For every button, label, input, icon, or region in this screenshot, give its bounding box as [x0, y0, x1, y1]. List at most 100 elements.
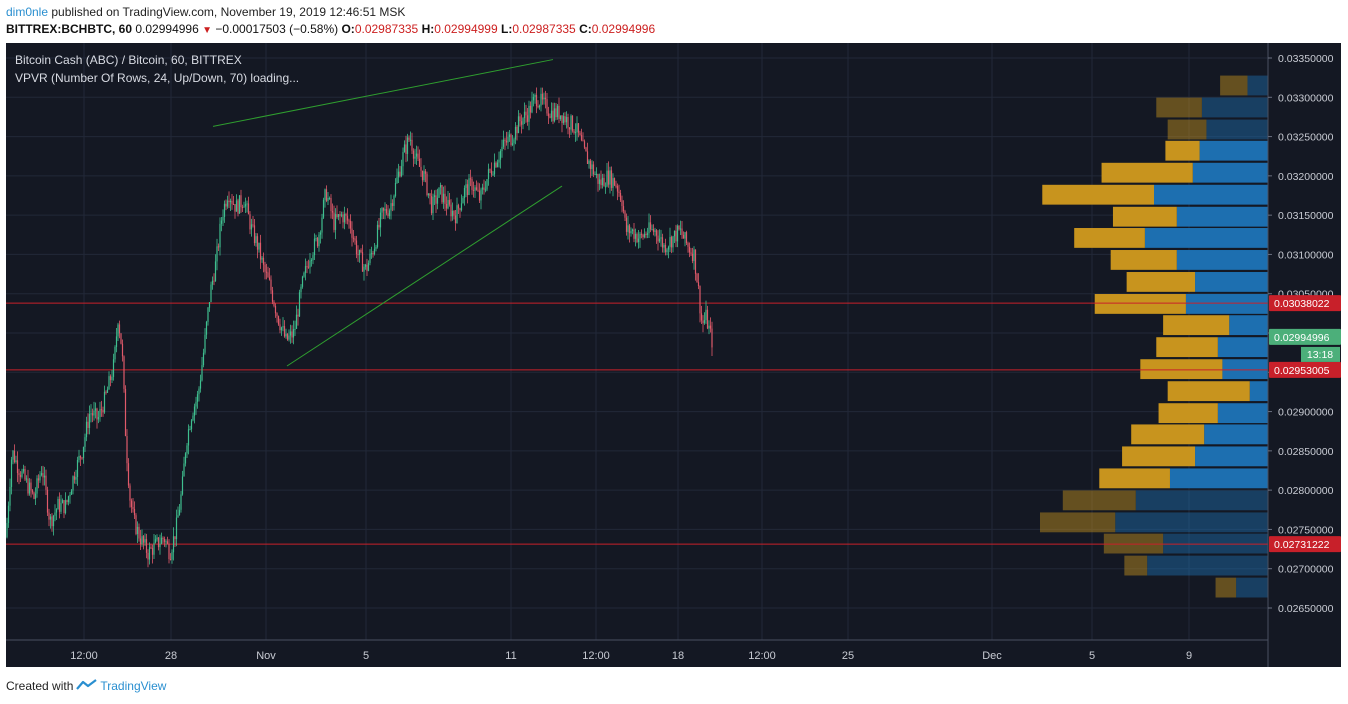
candle-body: [489, 169, 491, 171]
candle-body: [207, 307, 209, 322]
candle-body: [124, 388, 127, 436]
candle-body: [477, 189, 479, 191]
candle-body: [384, 209, 386, 211]
volume-profile-row: [1110, 250, 1268, 270]
candle-body: [484, 189, 487, 191]
candle-body: [606, 170, 608, 187]
candle-body: [531, 100, 533, 113]
candle-body: [261, 257, 263, 260]
trendline[interactable]: [212, 59, 554, 127]
candle-body: [637, 238, 640, 243]
candle-body: [556, 105, 559, 118]
candle-body: [447, 200, 449, 209]
candle-body: [630, 231, 632, 234]
candle-body: [366, 264, 368, 271]
candle-body: [52, 515, 55, 527]
candle-body: [676, 226, 679, 242]
candle-body: [708, 325, 710, 329]
candle-body: [115, 336, 118, 347]
trendline[interactable]: [286, 185, 563, 367]
vp-down-bar: [1195, 446, 1268, 467]
candle-body: [351, 228, 353, 238]
candle-body: [432, 197, 434, 214]
tradingview-logo-icon: [76, 679, 98, 694]
candle-body: [307, 266, 310, 268]
candle-body: [532, 96, 535, 101]
price-change: −0.00017503 (−0.58%): [215, 22, 339, 36]
candle-body: [43, 475, 46, 478]
candle-body: [129, 485, 131, 501]
volume-profile-row: [1167, 119, 1268, 140]
candle-body: [345, 213, 347, 216]
candle-body: [577, 123, 580, 133]
candle-body: [483, 187, 485, 190]
candle-body: [337, 214, 340, 217]
candle-body: [78, 455, 80, 460]
vp-down-bar: [1247, 75, 1268, 96]
candle-body: [223, 203, 226, 217]
candle-body: [415, 153, 418, 157]
candle-body: [663, 244, 665, 248]
candle-body: [420, 166, 422, 171]
time-tick-label: 11: [505, 650, 516, 662]
candle-body: [205, 321, 208, 335]
candle-body: [361, 252, 364, 272]
candle-body: [412, 150, 415, 159]
candle-body: [28, 482, 31, 494]
candle-body: [24, 468, 26, 480]
candle-body: [451, 210, 454, 217]
candle-body: [594, 174, 596, 176]
candle-body: [589, 160, 592, 170]
candle-body: [363, 266, 365, 272]
candle-body: [208, 302, 211, 308]
time-tick-label: 12:00: [748, 650, 776, 662]
candle-body: [327, 198, 329, 201]
candle-body: [675, 230, 677, 242]
candle-body: [333, 212, 335, 230]
candle-body: [322, 199, 325, 218]
candle-body: [286, 333, 289, 340]
candle-body: [229, 200, 232, 203]
candle-body: [180, 494, 182, 510]
candle-body: [660, 237, 662, 239]
time-tick-label: Nov: [256, 650, 276, 662]
candle-body: [672, 236, 674, 248]
candle-body: [403, 144, 406, 153]
candle-body: [514, 126, 517, 140]
candle-body: [457, 205, 460, 209]
candle-body: [91, 413, 94, 416]
candle-body: [610, 170, 613, 188]
price-tag-box: [1269, 295, 1341, 312]
candle-body: [60, 503, 62, 512]
volume-profile-row: [1040, 512, 1268, 533]
price-tag-box: [1269, 536, 1341, 553]
candle-body: [273, 301, 275, 307]
price-chart[interactable]: Bitcoin Cash (ABC) / Bitcoin, 60, BITTRE…: [6, 43, 1341, 667]
vp-down-bar: [1201, 97, 1268, 118]
candle-body: [409, 139, 412, 141]
candle-body: [544, 97, 547, 100]
author-link[interactable]: dim0nle: [6, 5, 49, 19]
candle-body: [430, 196, 433, 214]
candle-body: [324, 189, 326, 200]
candle-body: [169, 559, 172, 561]
candle-body: [417, 153, 419, 159]
chart-legend-indicator[interactable]: VPVR (Number Of Rows, 24, Up/Down, 70) l…: [15, 71, 299, 85]
candle-body: [105, 391, 107, 393]
price-tick-label: 0.03100000: [1278, 249, 1334, 261]
candle-body: [636, 233, 638, 243]
candle-body: [306, 266, 308, 268]
candle-body: [538, 105, 541, 108]
candle-body: [175, 517, 178, 540]
tradingview-link[interactable]: TradingView: [100, 679, 167, 693]
candle-body: [144, 539, 146, 543]
vp-up-bar: [1131, 424, 1205, 445]
vp-up-bar: [1042, 184, 1154, 205]
candle-body: [568, 127, 571, 130]
candle-body: [624, 211, 626, 218]
candle-body: [190, 420, 193, 430]
candle-body: [109, 376, 112, 381]
candle-body: [493, 162, 496, 175]
candle-body: [141, 536, 143, 545]
candle-body: [18, 473, 20, 476]
